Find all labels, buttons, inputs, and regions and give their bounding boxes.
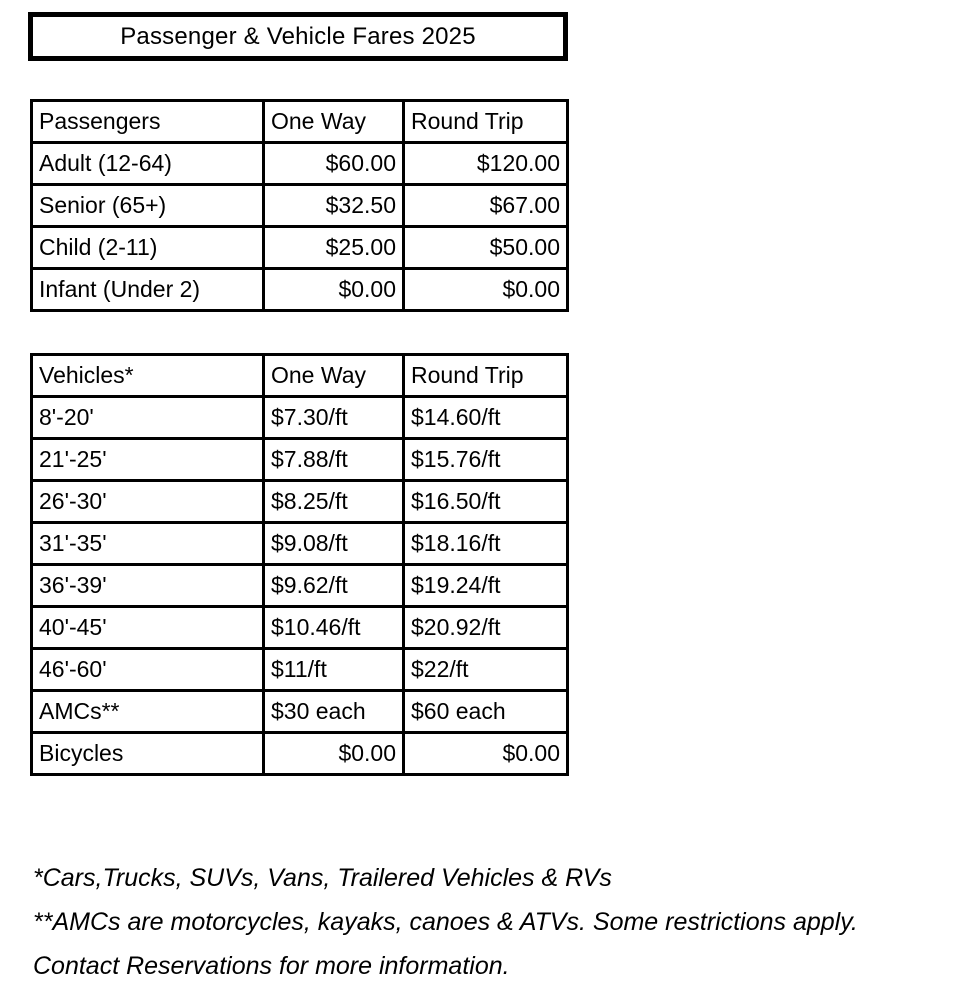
- table-row: Infant (Under 2) $0.00 $0.00: [30, 267, 569, 312]
- table-row: 31'-35' $9.08/ft $18.16/ft: [30, 521, 569, 566]
- round-trip-fare-cell: $50.00: [402, 225, 569, 270]
- round-trip-fare-cell: $67.00: [402, 183, 569, 228]
- vehicle-length-cell: 36'-39': [30, 563, 265, 608]
- table-header-row: Vehicles* One Way Round Trip: [30, 353, 569, 398]
- round-trip-fare-cell: $18.16/ft: [402, 521, 569, 566]
- fare-category-cell: Senior (65+): [30, 183, 265, 228]
- table-row: AMCs** $30 each $60 each: [30, 689, 569, 734]
- footnote-contact-reservations: Contact Reservations for more informatio…: [33, 952, 510, 980]
- table-row: 21'-25' $7.88/ft $15.76/ft: [30, 437, 569, 482]
- round-trip-fare-cell: $20.92/ft: [402, 605, 569, 650]
- column-header-one-way: One Way: [262, 99, 405, 144]
- vehicle-length-cell: 8'-20': [30, 395, 265, 440]
- vehicle-length-cell: 21'-25': [30, 437, 265, 482]
- fare-category-cell: Infant (Under 2): [30, 267, 265, 312]
- one-way-fare-cell: $9.08/ft: [262, 521, 405, 566]
- round-trip-fare-cell: $19.24/ft: [402, 563, 569, 608]
- round-trip-fare-cell: $0.00: [402, 267, 569, 312]
- table-row: Child (2-11) $25.00 $50.00: [30, 225, 569, 270]
- one-way-fare-cell: $0.00: [262, 731, 405, 776]
- vehicle-length-cell: 40'-45': [30, 605, 265, 650]
- one-way-fare-cell: $7.30/ft: [262, 395, 405, 440]
- round-trip-fare-cell: $16.50/ft: [402, 479, 569, 524]
- fare-category-cell: Adult (12-64): [30, 141, 265, 186]
- table-row: 36'-39' $9.62/ft $19.24/ft: [30, 563, 569, 608]
- passenger-fares-table: Passengers One Way Round Trip Adult (12-…: [30, 99, 569, 312]
- column-header-passengers: Passengers: [30, 99, 265, 144]
- one-way-fare-cell: $9.62/ft: [262, 563, 405, 608]
- footnotes: *Cars,Trucks, SUVs, Vans, Trailered Vehi…: [33, 856, 943, 988]
- vehicle-length-cell: 26'-30': [30, 479, 265, 524]
- page-title: Passenger & Vehicle Fares 2025: [120, 22, 476, 50]
- round-trip-fare-cell: $15.76/ft: [402, 437, 569, 482]
- round-trip-fare-cell: $60 each: [402, 689, 569, 734]
- table-row: 8'-20' $7.30/ft $14.60/ft: [30, 395, 569, 440]
- table-row: 46'-60' $11/ft $22/ft: [30, 647, 569, 692]
- table-header-row: Passengers One Way Round Trip: [30, 99, 569, 144]
- table-row: Adult (12-64) $60.00 $120.00: [30, 141, 569, 186]
- one-way-fare-cell: $30 each: [262, 689, 405, 734]
- table-row: 40'-45' $10.46/ft $20.92/ft: [30, 605, 569, 650]
- table-row: Senior (65+) $32.50 $67.00: [30, 183, 569, 228]
- table-row: Bicycles $0.00 $0.00: [30, 731, 569, 776]
- column-header-vehicles: Vehicles*: [30, 353, 265, 398]
- one-way-fare-cell: $25.00: [262, 225, 405, 270]
- vehicle-length-cell: 31'-35': [30, 521, 265, 566]
- round-trip-fare-cell: $22/ft: [402, 647, 569, 692]
- round-trip-fare-cell: $120.00: [402, 141, 569, 186]
- vehicle-category-cell: AMCs**: [30, 689, 265, 734]
- fare-category-cell: Child (2-11): [30, 225, 265, 270]
- footnote-vehicles-definition: *Cars,Trucks, SUVs, Vans, Trailered Vehi…: [33, 864, 612, 892]
- one-way-fare-cell: $60.00: [262, 141, 405, 186]
- column-header-one-way: One Way: [262, 353, 405, 398]
- column-header-round-trip: Round Trip: [402, 99, 569, 144]
- one-way-fare-cell: $8.25/ft: [262, 479, 405, 524]
- one-way-fare-cell: $32.50: [262, 183, 405, 228]
- vehicle-length-cell: 46'-60': [30, 647, 265, 692]
- footnote-amcs-definition: **AMCs are motorcycles, kayaks, canoes &…: [33, 908, 858, 936]
- round-trip-fare-cell: $0.00: [402, 731, 569, 776]
- table-row: 26'-30' $8.25/ft $16.50/ft: [30, 479, 569, 524]
- vehicle-category-cell: Bicycles: [30, 731, 265, 776]
- round-trip-fare-cell: $14.60/ft: [402, 395, 569, 440]
- title-box: Passenger & Vehicle Fares 2025: [28, 12, 568, 61]
- column-header-round-trip: Round Trip: [402, 353, 569, 398]
- one-way-fare-cell: $10.46/ft: [262, 605, 405, 650]
- one-way-fare-cell: $11/ft: [262, 647, 405, 692]
- one-way-fare-cell: $0.00: [262, 267, 405, 312]
- vehicle-fares-table: Vehicles* One Way Round Trip 8'-20' $7.3…: [30, 353, 569, 776]
- one-way-fare-cell: $7.88/ft: [262, 437, 405, 482]
